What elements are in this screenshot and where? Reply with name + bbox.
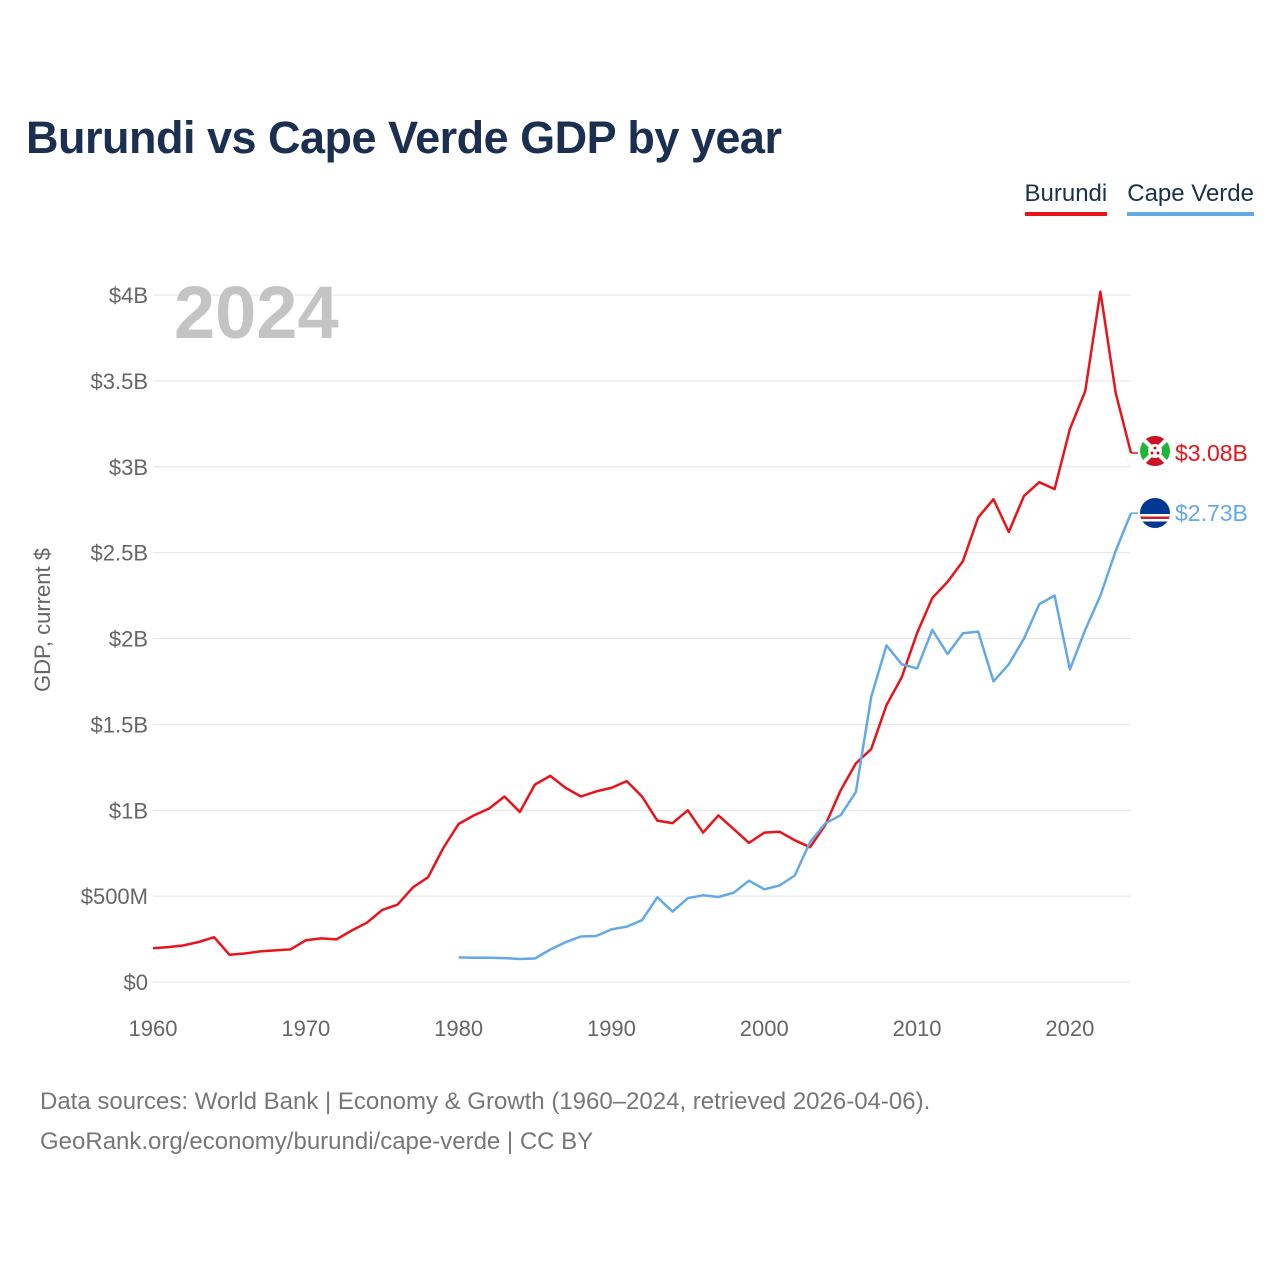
y-tick-label: $2B (109, 627, 148, 652)
chart-title: Burundi vs Cape Verde GDP by year (26, 112, 782, 163)
x-tick-label: 1980 (434, 1016, 483, 1041)
y-tick-label: $0 (124, 970, 148, 995)
x-tick-label: 1960 (129, 1016, 178, 1041)
y-tick-label: $1.5B (91, 712, 149, 737)
x-tick-label: 1970 (281, 1016, 330, 1041)
footer: Data sources: World Bank | Economy & Gro… (40, 1082, 930, 1162)
y-axis-label: GDP, current $ (30, 548, 55, 692)
x-tick-label: 1990 (587, 1016, 636, 1041)
x-tick-label: 2010 (893, 1016, 942, 1041)
cape-verde-flag-icon (1140, 498, 1170, 528)
series-line-cape-verde[interactable] (458, 512, 1133, 961)
y-tick-label: $3.5B (91, 369, 149, 394)
end-value-label-cape-verde: $2.73B (1175, 500, 1248, 526)
year-watermark: 2024 (174, 271, 339, 354)
legend: Burundi Cape Verde (1024, 180, 1254, 216)
y-tick-label: $500M (81, 884, 148, 909)
series-line-burundi[interactable] (152, 290, 1133, 956)
end-value-label-burundi: $3.08B (1175, 440, 1248, 466)
y-tick-label: $2.5B (91, 541, 149, 566)
source-link[interactable]: GeoRank.org/economy/burundi/cape-verde |… (40, 1128, 594, 1155)
y-tick-label: $4B (109, 283, 148, 308)
legend-item-burundi[interactable]: Burundi (1024, 180, 1108, 216)
y-tick-label: $1B (109, 798, 148, 823)
legend-item-cape-verde[interactable]: Cape Verde (1127, 180, 1254, 216)
x-tick-label: 2020 (1045, 1016, 1094, 1041)
gdp-line-chart: $0 $500M $1B $1.5B $2B $2.5B $3B $3.5B $4B 1960 1… (30, 271, 1248, 1041)
burundi-flag-icon (1140, 436, 1170, 466)
data-source-text: Data sources: World Bank | Economy & Gro… (40, 1088, 931, 1115)
x-tick-label: 2000 (740, 1016, 789, 1041)
y-tick-label: $3B (109, 455, 148, 480)
